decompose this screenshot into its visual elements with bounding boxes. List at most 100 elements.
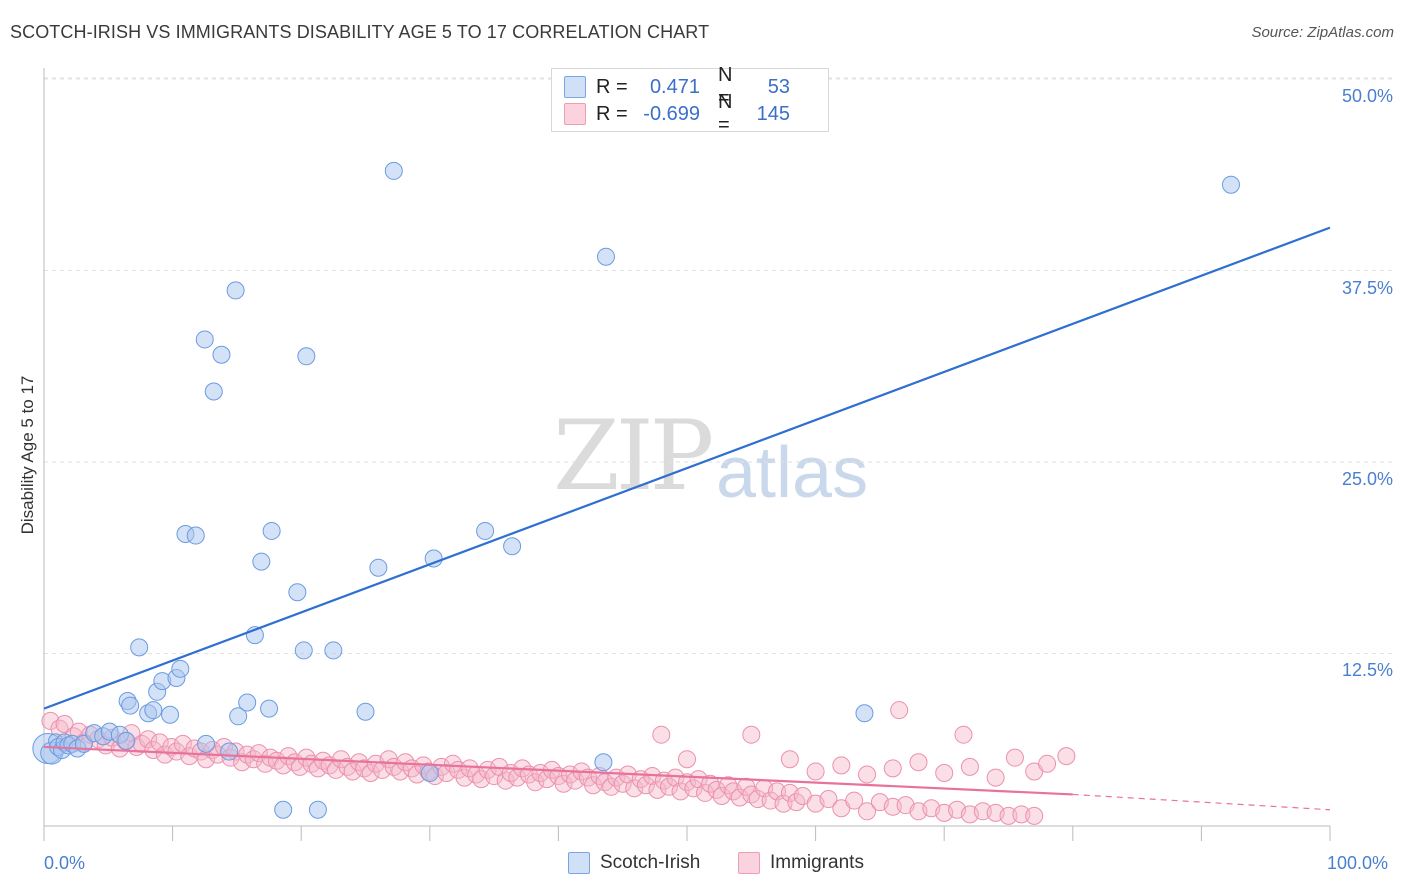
immigrants-point <box>636 776 655 795</box>
immigrants-point <box>774 794 793 813</box>
immigrants-trend-line <box>43 745 1073 796</box>
scotch-irish-point <box>121 696 140 715</box>
immigrants-point <box>845 791 864 810</box>
y-tick-label: 25.0% <box>1341 469 1393 489</box>
scotch-irish-point <box>424 549 443 568</box>
scotch-irish-point <box>274 800 293 819</box>
immigrants-point <box>1012 805 1031 824</box>
scotch-irish-trend-line <box>43 226 1331 710</box>
immigrants-point <box>999 806 1018 825</box>
immigrants-point <box>858 802 877 821</box>
scotch-irish-point <box>238 693 257 712</box>
scotch-irish-point <box>308 800 327 819</box>
watermark-zip: ZIP <box>553 400 714 512</box>
legend-item-scotch-irish[interactable]: Scotch-Irish <box>568 852 700 874</box>
immigrants-point <box>960 757 979 776</box>
n-value: 53 <box>767 75 790 98</box>
immigrants-legend-swatch <box>738 852 760 874</box>
immigrants-point <box>883 797 902 816</box>
immigrants-point <box>678 750 696 769</box>
scotch-irish-point <box>130 638 149 657</box>
r-label: R = <box>596 75 628 98</box>
immigrants-points <box>41 701 1076 825</box>
scotch-irish-point <box>297 347 316 366</box>
immigrants-point <box>648 780 667 799</box>
immigrants-point <box>554 774 573 793</box>
immigrants-point <box>55 714 74 733</box>
y-axis-label: Disability Age 5 to 17 <box>18 375 37 535</box>
scotch-irish-point <box>161 705 180 724</box>
legend-item-immigrants[interactable]: Immigrants <box>738 852 864 874</box>
stats-legend: R = 0.471 N = 53 R = -0.699 N = 145 <box>551 64 829 136</box>
scotch-irish-point <box>503 537 522 556</box>
immigrants-point <box>526 773 545 792</box>
scotch-irish-point <box>204 382 223 401</box>
immigrants-point <box>890 701 909 720</box>
y-tick-label: 12.5% <box>1341 660 1393 680</box>
immigrants-point <box>1038 754 1057 773</box>
scotch-irish-point <box>195 330 214 349</box>
trend-lines <box>43 226 1331 811</box>
scotch-irish-point <box>596 247 615 266</box>
x-tick-label-max: 100.0% <box>1327 853 1389 873</box>
immigrants-point <box>238 745 257 764</box>
immigrants-point <box>986 768 1005 787</box>
immigrants-point <box>443 754 462 773</box>
scotch-irish-point <box>144 701 163 720</box>
immigrants-point <box>1057 747 1076 766</box>
legend-label: Immigrants <box>770 852 864 873</box>
immigrants-point <box>832 756 851 775</box>
scotch-irish-point <box>197 734 216 753</box>
stats-row-scotch-irish: R = 0.471 N = 53 <box>564 64 790 109</box>
immigrants-point <box>613 774 632 793</box>
scotch-irish-point <box>855 704 874 723</box>
immigrants-point <box>659 777 678 796</box>
axes <box>43 68 1331 841</box>
n-value: 145 <box>756 102 790 125</box>
scotch-irish-point <box>1221 175 1240 194</box>
immigrants-point <box>742 725 761 744</box>
immigrants-point <box>909 753 928 772</box>
immigrants-point <box>652 725 671 744</box>
chart-title: SCOTCH-IRISH VS IMMIGRANTS DISABILITY AG… <box>10 22 710 42</box>
immigrants-point <box>144 741 163 760</box>
immigrants-point <box>355 759 374 778</box>
immigrants-point <box>602 777 621 796</box>
n-label: N = <box>718 91 733 136</box>
immigrants-point <box>935 763 954 782</box>
immigrants-point <box>719 776 738 795</box>
scotch-irish-points <box>32 161 1240 819</box>
immigrants-point <box>730 788 749 807</box>
scotch-irish-point <box>594 753 613 772</box>
immigrants-point <box>361 763 380 782</box>
immigrants-point <box>684 779 703 798</box>
immigrants-point <box>373 760 392 779</box>
immigrants-point <box>256 754 275 773</box>
scotch-irish-point <box>117 731 136 750</box>
scotch-irish-point <box>262 521 281 540</box>
immigrants-point <box>748 790 767 809</box>
scotch-irish-point <box>356 702 375 721</box>
scotch-irish-swatch <box>564 76 586 98</box>
immigrants-swatch <box>564 103 586 125</box>
scotch-irish-point <box>220 742 239 761</box>
scotch-irish-point <box>212 345 231 364</box>
immigrants-point <box>584 776 603 795</box>
scotch-irish-legend-swatch <box>568 852 590 874</box>
watermark-atlas: atlas <box>716 433 869 513</box>
immigrants-point <box>954 725 973 744</box>
immigrants-point <box>155 745 174 764</box>
r-value: 0.471 <box>649 75 700 98</box>
immigrants-point <box>343 762 362 781</box>
immigrants-point <box>973 802 992 821</box>
scotch-irish-point <box>252 552 271 571</box>
scotch-irish-point <box>476 521 495 540</box>
scotch-irish-point <box>226 281 245 300</box>
scotch-irish-point <box>260 699 279 718</box>
immigrants-point <box>780 750 799 769</box>
immigrants-point <box>819 790 838 809</box>
scotch-irish-point <box>369 558 388 577</box>
immigrants-point <box>858 765 877 784</box>
scotch-irish-point <box>294 641 313 660</box>
source-label: Source: ZipAtlas.com <box>1251 24 1394 41</box>
